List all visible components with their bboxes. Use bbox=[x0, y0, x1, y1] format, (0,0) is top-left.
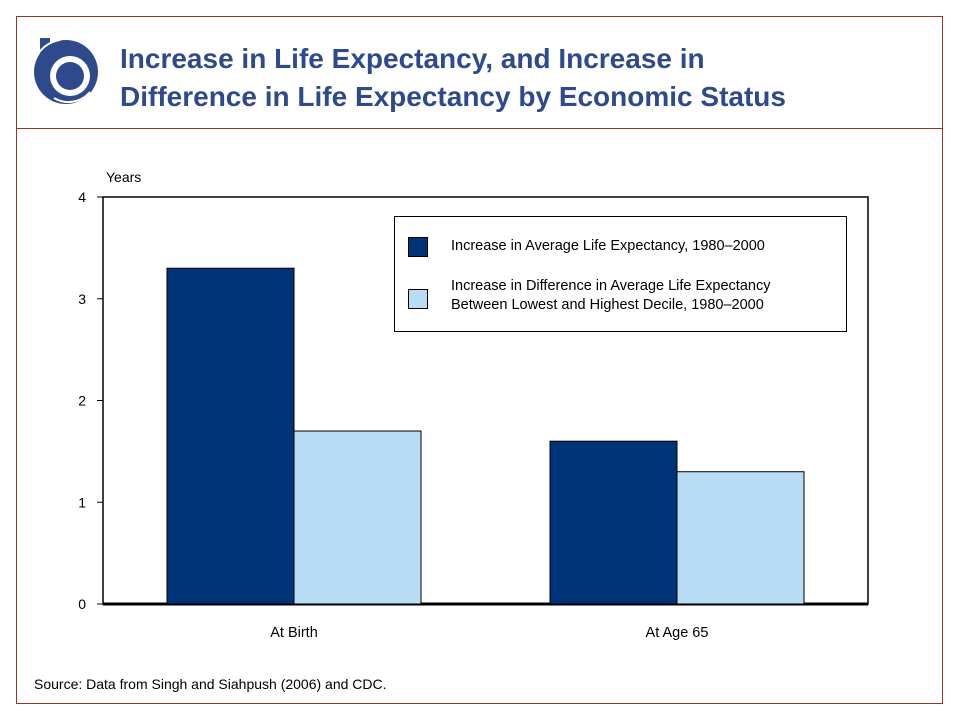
legend-swatch-dark bbox=[408, 237, 428, 257]
bar-1-series-1 bbox=[549, 440, 678, 605]
y-tick-label-3: 3 bbox=[78, 291, 86, 307]
legend-swatch-light bbox=[408, 289, 428, 309]
y-tick-label-4: 4 bbox=[78, 189, 86, 205]
source-note: Source: Data from Singh and Siahpush (20… bbox=[34, 676, 387, 692]
legend-label-series-2-line-1: Increase in Difference in Average Life E… bbox=[451, 278, 771, 294]
x-tick-label-0: At Birth bbox=[270, 625, 318, 641]
cbo-logo-icon bbox=[34, 38, 98, 104]
header-divider bbox=[16, 128, 943, 129]
legend-label-series-2-line-2: Between Lowest and Highest Decile, 1980–… bbox=[451, 297, 764, 313]
y-tick-label-2: 2 bbox=[78, 393, 86, 409]
legend-label-series-2: Increase in Difference in Average Life E… bbox=[451, 277, 841, 315]
title-line-2: Difference in Life Expectancy by Economi… bbox=[120, 81, 786, 112]
bar-1-series-2 bbox=[676, 471, 805, 605]
title-line-1: Increase in Life Expectancy, and Increas… bbox=[120, 43, 705, 74]
y-tick-label-1: 1 bbox=[78, 494, 86, 510]
y-axis-label: Years bbox=[106, 169, 141, 185]
y-tick-label-0: 0 bbox=[78, 596, 86, 612]
chart-legend: Increase in Average Life Expectancy, 198… bbox=[394, 216, 847, 332]
x-tick-label-1: At Age 65 bbox=[646, 625, 709, 641]
legend-label-series-1: Increase in Average Life Expectancy, 198… bbox=[451, 238, 765, 254]
page-title: Increase in Life Expectancy, and Increas… bbox=[120, 40, 920, 116]
bar-0-series-2 bbox=[293, 430, 422, 605]
slide-frame bbox=[16, 16, 943, 704]
bar-0-series-1 bbox=[166, 267, 295, 605]
